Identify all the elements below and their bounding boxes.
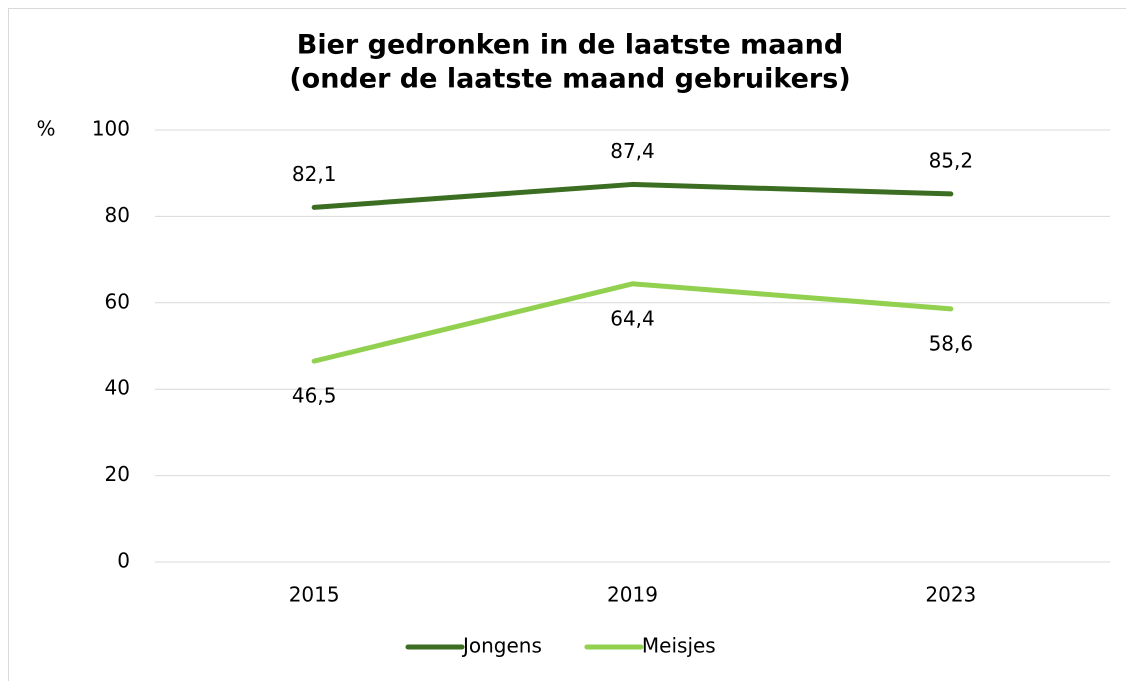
x-tick-label: 2019 (607, 583, 658, 607)
y-axis-label: % (36, 117, 55, 141)
y-tick-label: 80 (105, 203, 130, 227)
chart-title: (onder de laatste maand gebruikers) (289, 64, 850, 95)
data-label: 85,2 (929, 148, 974, 172)
data-label: 58,6 (929, 331, 974, 355)
y-tick-label: 40 (105, 376, 130, 400)
y-tick-label: 20 (105, 462, 130, 486)
x-tick-label: 2015 (289, 583, 340, 607)
y-tick-label: 60 (105, 289, 130, 313)
chart-title: Bier gedronken in de laatste maand (297, 30, 843, 61)
data-label: 64,4 (610, 306, 655, 330)
series-line (311, 281, 954, 364)
chart-border (8, 8, 1126, 681)
series-line (311, 181, 954, 210)
y-tick-label: 100 (92, 117, 130, 141)
data-label: 87,4 (610, 139, 655, 163)
legend-label: Jongens (461, 634, 542, 658)
data-label: 82,1 (292, 162, 337, 186)
legend-label: Meisjes (642, 634, 716, 658)
y-tick-label: 0 (117, 549, 130, 573)
data-label: 46,5 (292, 384, 337, 408)
x-tick-label: 2023 (925, 583, 976, 607)
